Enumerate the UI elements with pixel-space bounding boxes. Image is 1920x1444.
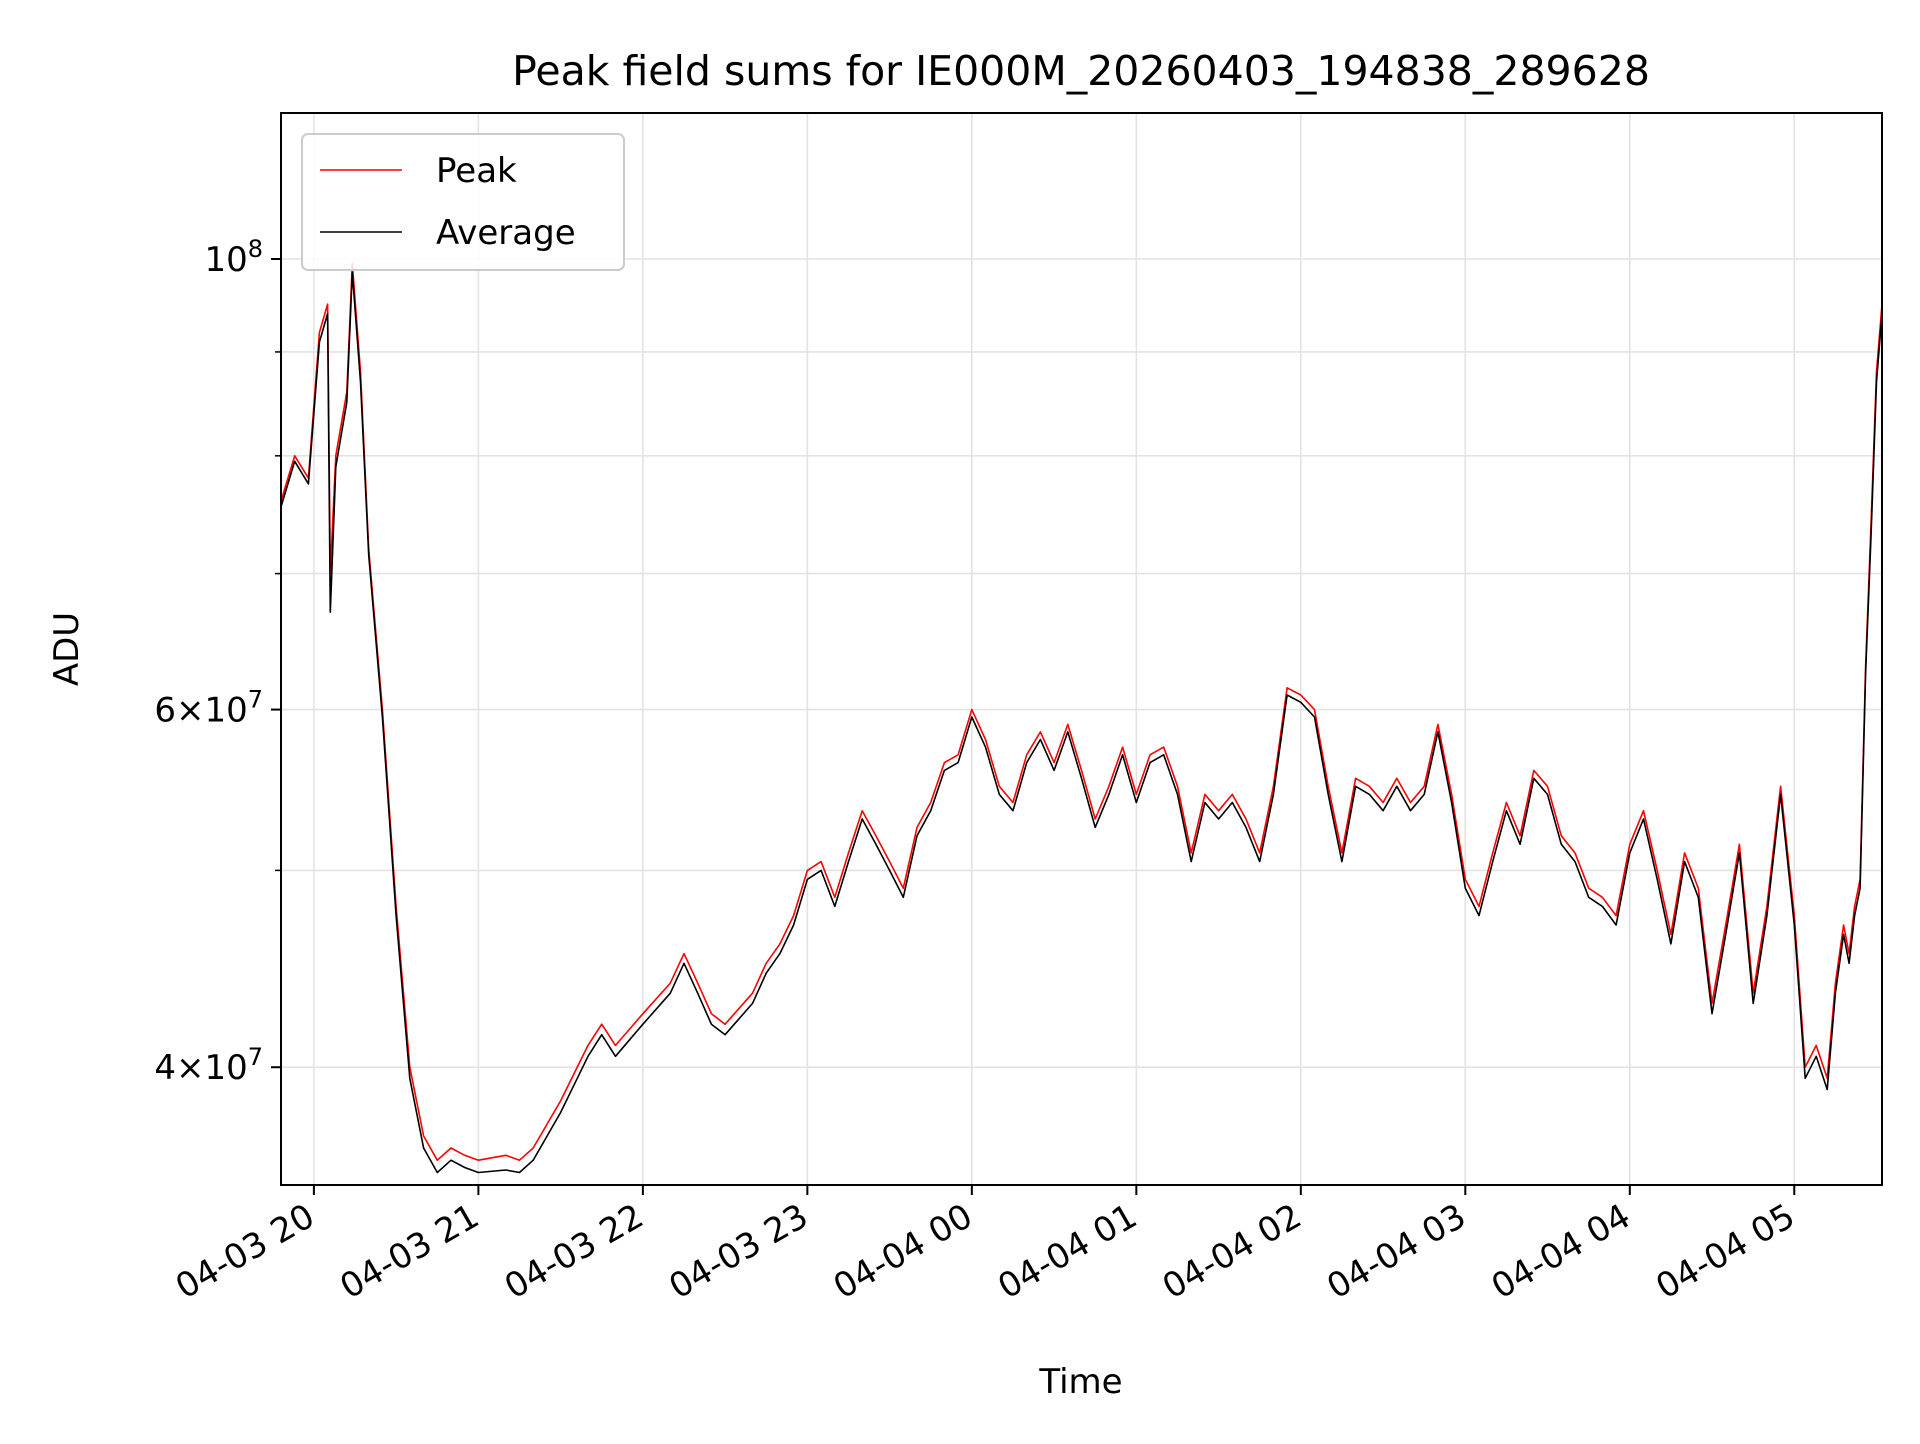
x-tick-label: 04-04 02 xyxy=(1156,1196,1308,1307)
series-lines xyxy=(280,262,1883,1174)
legend: Peak Average xyxy=(301,133,625,271)
y-tick-label: 108 xyxy=(204,235,263,280)
y-tick-label: 6×107 xyxy=(154,686,263,731)
plot-frame xyxy=(280,112,1883,1186)
x-tick-label: 04-04 05 xyxy=(1649,1196,1801,1307)
legend-label-average: Average xyxy=(436,213,576,253)
y-tick-label: 4×107 xyxy=(154,1043,263,1088)
grid-lines xyxy=(281,113,1882,1185)
legend-box xyxy=(301,133,625,271)
y-axis-label: ADU xyxy=(47,612,87,686)
x-tick-label: 04-04 01 xyxy=(991,1196,1143,1307)
x-tick-label: 04-04 03 xyxy=(1320,1196,1472,1307)
x-tick-label: 04-04 00 xyxy=(827,1196,979,1307)
series-line-average xyxy=(280,271,1883,1174)
x-tick-label: 04-03 20 xyxy=(169,1196,321,1307)
x-tick-label: 04-03 22 xyxy=(498,1196,650,1307)
chart-title: Peak field sums for IE000M_20260403_1948… xyxy=(512,47,1650,95)
x-tick-label: 04-03 21 xyxy=(333,1196,485,1307)
legend-label-peak: Peak xyxy=(436,151,517,191)
y-axis-ticks: 4×107 6×107 108 xyxy=(154,235,281,1088)
x-axis-ticks: 04-03 20 04-03 21 04-03 22 04-03 23 04-04 00… xyxy=(169,1185,1802,1307)
x-tick-label: 04-03 23 xyxy=(662,1196,814,1307)
x-axis-label: Time xyxy=(1038,1362,1122,1402)
series-line-peak xyxy=(280,262,1883,1161)
x-tick-label: 04-04 04 xyxy=(1485,1196,1637,1307)
